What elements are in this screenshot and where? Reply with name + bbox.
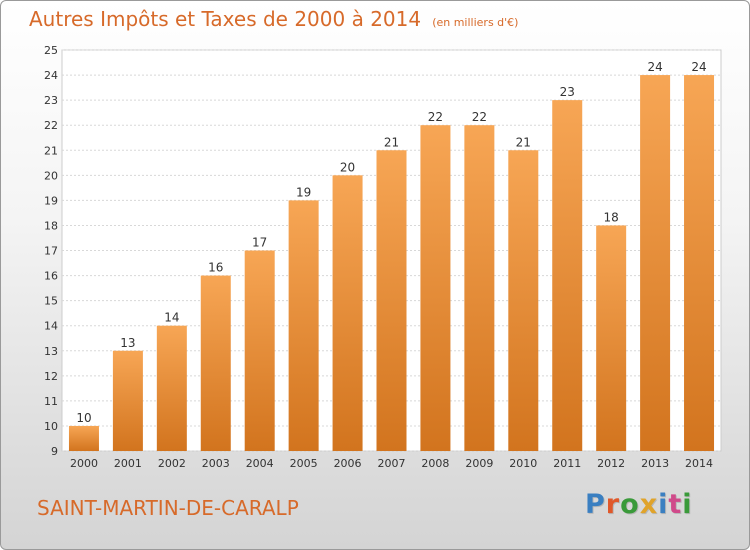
y-tick-label: 10 <box>44 420 58 433</box>
x-tick-label: 2007 <box>378 457 406 470</box>
y-axis-ticks: 9 10 11 12 13 14 15 16 17 18 19 20 21 22 23 24 25 <box>44 44 58 458</box>
bar-value-label: 10 <box>76 411 91 425</box>
bar-2012 <box>596 225 627 451</box>
bar-2005 <box>288 200 319 451</box>
bars: 10 13 14 16 17 19 20 21 22 22 21 23 18 24 24 <box>68 60 715 451</box>
bar-value-label: 20 <box>340 160 355 174</box>
y-tick-label: 15 <box>44 295 58 308</box>
bar-value-label: 13 <box>120 336 135 350</box>
bar-2013 <box>640 75 671 451</box>
location-name: SAINT-MARTIN-DE-CARALP <box>37 496 299 520</box>
y-tick-label: 12 <box>44 370 58 383</box>
bar-2002 <box>156 325 187 451</box>
bar-2004 <box>244 250 275 451</box>
x-tick-label: 2003 <box>202 457 230 470</box>
y-tick-label: 14 <box>44 320 58 333</box>
brand-logo: Proxiti <box>585 489 693 520</box>
bar-2001 <box>112 350 143 451</box>
y-tick-label: 11 <box>44 395 58 408</box>
x-tick-label: 2006 <box>334 457 362 470</box>
bar-value-label: 24 <box>691 60 706 74</box>
title-row: Autres Impôts et Taxes de 2000 à 2014 (e… <box>29 7 518 31</box>
bar-2009 <box>464 125 495 451</box>
y-tick-label: 22 <box>44 119 58 132</box>
bar-value-label: 22 <box>428 110 443 124</box>
bar-value-label: 21 <box>516 135 531 149</box>
y-tick-label: 17 <box>44 245 58 258</box>
bar-2011 <box>552 100 583 451</box>
y-tick-label: 9 <box>51 445 58 458</box>
bar-value-label: 23 <box>560 85 575 99</box>
y-tick-label: 25 <box>44 44 58 57</box>
bar-2010 <box>508 150 539 451</box>
x-tick-label: 2009 <box>465 457 493 470</box>
y-tick-label: 18 <box>44 219 58 232</box>
x-tick-label: 2011 <box>553 457 581 470</box>
y-tick-label: 20 <box>44 169 58 182</box>
y-tick-label: 21 <box>44 144 58 157</box>
x-tick-label: 2004 <box>246 457 274 470</box>
bar-value-label: 14 <box>164 311 179 325</box>
brand-letter: r <box>605 489 621 520</box>
bar-value-label: 22 <box>472 110 487 124</box>
y-tick-label: 23 <box>44 94 58 107</box>
bar-value-label: 21 <box>384 135 399 149</box>
chart-title: Autres Impôts et Taxes de 2000 à 2014 <box>29 7 422 31</box>
x-axis-ticks: 2000 2001 2002 2003 2004 2005 2006 2007 2008 2009… <box>70 457 713 470</box>
bar-value-label: 18 <box>604 210 619 224</box>
brand-letter: o <box>620 489 640 520</box>
y-tick-label: 24 <box>44 69 58 82</box>
bar-value-label: 19 <box>296 185 311 199</box>
x-tick-label: 2010 <box>509 457 537 470</box>
bar-value-label: 16 <box>208 261 223 275</box>
bar-2014 <box>684 75 715 451</box>
brand-letter: i <box>658 489 669 520</box>
x-tick-label: 2002 <box>158 457 186 470</box>
y-tick-label: 19 <box>44 194 58 207</box>
x-tick-label: 2012 <box>597 457 625 470</box>
bar-2007 <box>376 150 407 451</box>
x-tick-label: 2005 <box>290 457 318 470</box>
brand-letter: P <box>585 489 606 520</box>
bar-2006 <box>332 175 363 451</box>
bar-value-label: 17 <box>252 236 267 250</box>
brand-letter: t <box>668 489 683 520</box>
bar-2003 <box>200 275 231 451</box>
brand-letter: x <box>639 489 659 520</box>
y-tick-label: 16 <box>44 270 58 283</box>
bar-value-label: 24 <box>647 60 662 74</box>
brand-letter: i <box>682 489 693 520</box>
x-tick-label: 2008 <box>421 457 449 470</box>
x-tick-label: 2001 <box>114 457 142 470</box>
x-tick-label: 2014 <box>685 457 713 470</box>
x-tick-label: 2000 <box>70 457 98 470</box>
x-tick-label: 2013 <box>641 457 669 470</box>
bar-2000 <box>68 425 99 451</box>
y-tick-label: 13 <box>44 345 58 358</box>
bar-2008 <box>420 125 451 451</box>
chart-subtitle: (en milliers d'€) <box>432 16 519 29</box>
